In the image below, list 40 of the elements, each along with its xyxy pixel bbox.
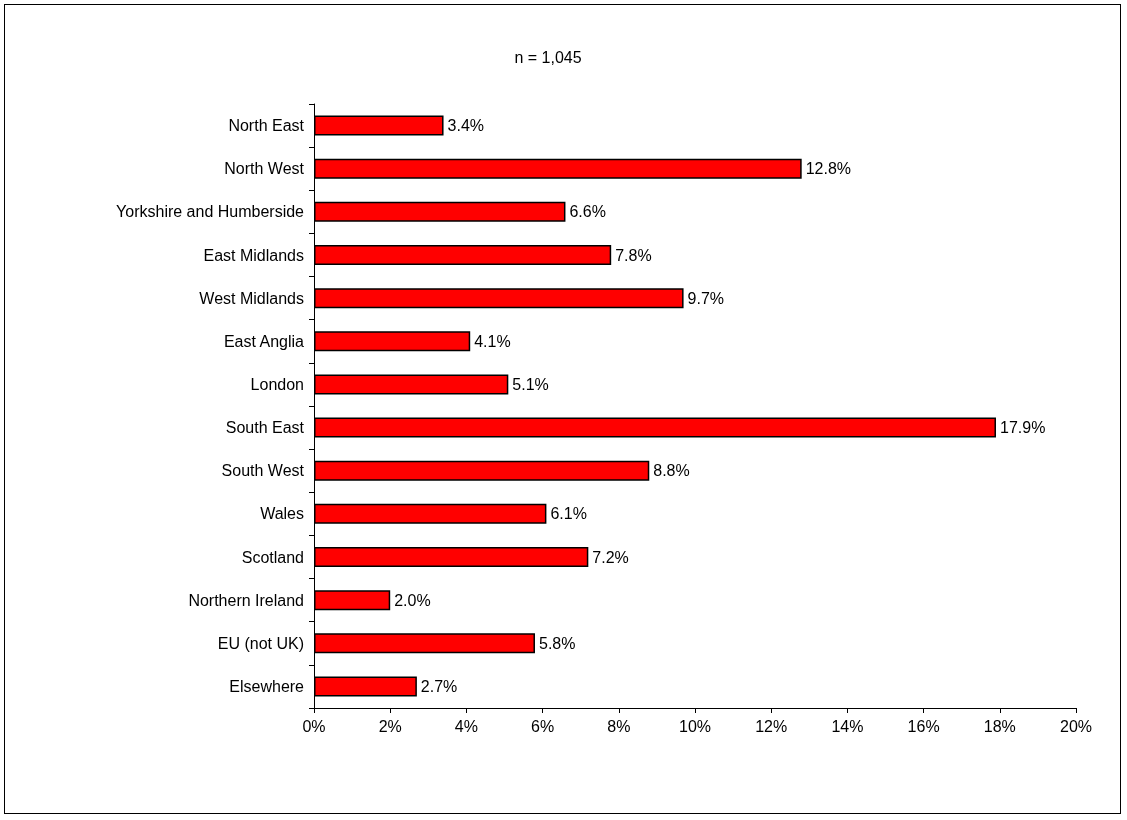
data-label: 2.7% [420,677,458,695]
y-tick-label: Elsewhere [229,677,305,695]
x-tick-label: 0% [302,717,326,735]
y-tick-label: East Midlands [203,246,304,264]
data-label: 5.1% [512,375,549,393]
y-tick-label: South West [221,462,305,480]
y-tick-label: EU (not UK) [217,634,304,652]
x-tick-label: 10% [678,717,712,735]
x-tick-label: 12% [755,717,788,735]
y-tick-label: South East [225,419,305,437]
y-tick-label: Yorkshire and Humberside [116,203,305,221]
data-label: 4.1% [474,332,511,350]
data-label: 6.6% [569,203,606,221]
data-label: 7.2% [592,548,629,566]
x-tick-label: 6% [531,717,555,735]
x-tick-label: 8% [607,717,631,735]
y-tick-label: West Midlands [199,289,304,307]
data-label: 12.8% [805,160,852,178]
y-tick-label: Scotland [241,548,304,566]
y-tick-label: Wales [260,505,304,523]
y-tick-label: Northern Ireland [188,591,304,609]
y-tick-label: North West [224,160,305,178]
x-tick-label: 4% [454,717,478,735]
data-label: 3.4% [447,117,485,135]
x-tick-label: 18% [983,717,1016,735]
y-tick-label: North East [228,117,305,135]
data-label: 17.9% [999,419,1046,437]
x-tick-label: 20% [1059,717,1093,735]
y-tick-label: East Anglia [223,332,305,350]
chart-title: n = 1,045 [514,48,582,66]
data-label: 5.8% [538,634,576,652]
data-label: 8.8% [653,462,690,480]
data-label: 9.7% [687,289,725,307]
x-tick-label: 16% [907,717,940,735]
data-label: 2.0% [394,591,431,609]
y-tick-label: London [250,375,304,393]
x-tick-label: 2% [378,717,402,735]
data-label: 6.1% [550,505,587,523]
x-tick-label: 14% [831,717,864,735]
data-label: 7.8% [615,246,652,264]
